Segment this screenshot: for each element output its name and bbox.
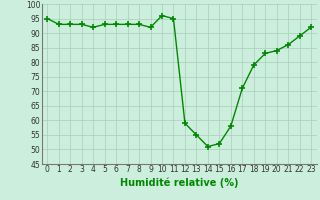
X-axis label: Humidité relative (%): Humidité relative (%) (120, 177, 238, 188)
